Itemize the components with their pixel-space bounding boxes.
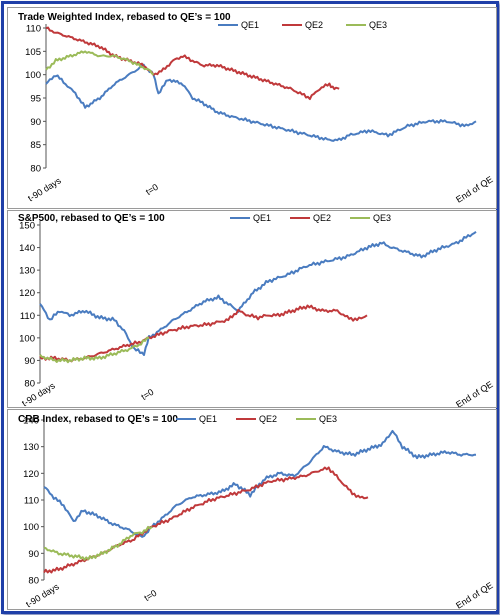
y-tick-label: 150	[19, 221, 35, 232]
legend-label-qe3: QE3	[319, 414, 337, 424]
y-tick-label: 130	[23, 442, 39, 453]
legend-label-qe1: QE1	[253, 213, 271, 223]
x-tick-label: End of QE	[454, 174, 495, 204]
x-tick-label: End of QE	[454, 580, 495, 609]
y-tick-label: 130	[19, 266, 35, 277]
legend-label-qe3: QE3	[373, 213, 391, 223]
y-tick-label: 110	[24, 496, 39, 507]
series-line-qe2	[39, 304, 368, 363]
chart-title: S&P500, rebased to QE’s = 100	[18, 213, 165, 224]
y-tick-label: 140	[23, 416, 39, 427]
chart-panel-crb: 80 90 100 110 120 130 140 t-90 days t=0 End of QE…	[7, 409, 497, 611]
chart-title: Trade Weighted Index, rebased to QE’s = …	[18, 12, 231, 23]
series-line-qe1	[45, 63, 477, 142]
y-tick-label: 90	[30, 117, 41, 128]
y-tick-label: 120	[23, 469, 39, 480]
chart-panel-sp500: 80 90 100 110 120 130 140 150 t-90 days t=0 End of…	[7, 210, 497, 410]
y-tick-label: 100	[23, 522, 39, 533]
y-tick-label: 105	[25, 47, 41, 58]
y-tick-label: 110	[26, 24, 41, 35]
series-line-qe3	[39, 336, 150, 364]
series-line-qe2	[45, 26, 340, 101]
y-tick-label: 90	[28, 549, 39, 560]
x-tick-label: t=0	[144, 182, 160, 197]
series-line-qe3	[45, 50, 155, 76]
legend-label-qe2: QE2	[305, 20, 323, 30]
chart-panel-twi: 80 85 90 95 100 105 110 t-90 days t=0 End of QE Tr…	[7, 7, 497, 209]
legend-label-qe3: QE3	[369, 20, 387, 30]
y-tick-label: 95	[30, 94, 41, 105]
legend-label-qe2: QE2	[259, 414, 277, 424]
y-tick-label: 90	[24, 356, 35, 367]
y-tick-label: 120	[19, 288, 35, 299]
y-tick-label: 100	[25, 70, 41, 81]
y-tick-label: 140	[19, 243, 35, 254]
x-tick-label: t=0	[142, 588, 158, 603]
y-tick-label: 80	[28, 576, 39, 587]
legend-label-qe1: QE1	[241, 20, 259, 30]
y-tick-label: 100	[19, 333, 35, 344]
chart-title: CRB Index, rebased to QE’s = 100	[18, 414, 178, 425]
x-tick-label: t-90 days	[26, 175, 63, 203]
y-tick-label: 80	[30, 164, 41, 175]
y-tick-label: 80	[24, 379, 35, 390]
y-tick-label: 85	[30, 140, 41, 151]
legend-label-qe2: QE2	[313, 213, 331, 223]
legend-label-qe1: QE1	[199, 414, 217, 424]
series-line-qe1	[43, 429, 477, 538]
x-tick-label: t=0	[139, 387, 155, 402]
x-tick-label: End of QE	[454, 379, 495, 407]
series-line-qe3	[43, 525, 153, 561]
series-line-qe1	[39, 230, 477, 356]
y-tick-label: 110	[20, 311, 35, 322]
chart-twi: 80 85 90 95 100 105 110 t-90 days t=0 End of QE Tr…	[18, 12, 495, 205]
